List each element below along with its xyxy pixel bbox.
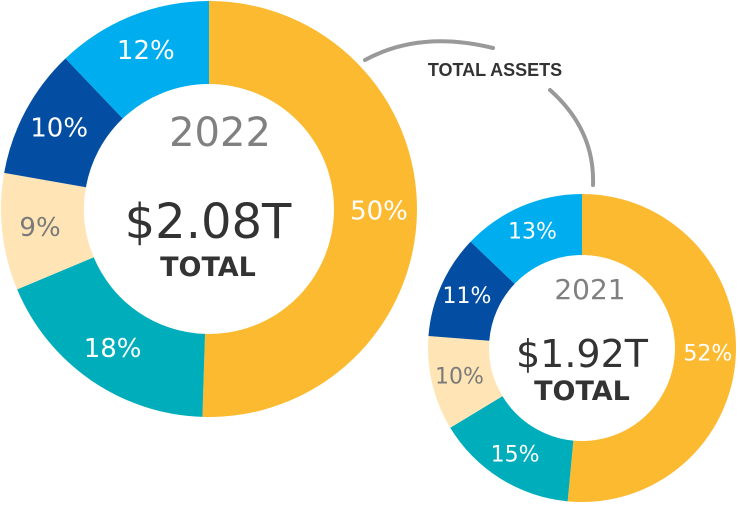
donut-2022-slice-2	[0, 172, 94, 290]
donut-2022-total-label: TOTAL	[160, 252, 256, 283]
donut-2022: 50% 18% 9% 10% 12%	[0, 1, 417, 417]
donut-2021-slice-4	[470, 194, 582, 284]
donut-2021-slice-label-2: 10%	[435, 365, 484, 390]
donut-2021-year: 2021	[554, 273, 625, 306]
donut-2022-amount: $2.08T	[125, 194, 292, 250]
donut-2022-slice-label-3: 10%	[30, 114, 88, 144]
donut-2022-slice-4	[65, 1, 209, 119]
donut-2022-slice-label-1: 18%	[84, 334, 142, 364]
donut-2021-slice-0	[567, 194, 737, 502]
callout-label: TOTAL ASSETS	[428, 60, 562, 80]
callout-connector	[363, 39, 596, 187]
donut-2021-slice-2	[428, 336, 503, 428]
donut-2021-slice-1	[450, 396, 574, 502]
donut-2021-slice-label-0: 52%	[683, 341, 732, 366]
donut-2021-slice-3	[428, 241, 515, 341]
donut-2022-year: 2022	[169, 110, 271, 156]
donut-2021-slice-label-4: 13%	[508, 220, 557, 245]
donut-2021: 52% 15% 10% 11% 13%	[428, 194, 737, 502]
donut-2022-slice-0	[202, 1, 417, 417]
donut-2021-total-label: TOTAL	[534, 376, 630, 407]
donut-2022-slice-label-0: 50%	[350, 197, 408, 227]
donut-2021-amount: $1.92T	[516, 332, 649, 376]
donut-2022-slice-label-4: 12%	[117, 36, 175, 66]
donut-2021-slice-label-3: 11%	[442, 284, 491, 309]
donut-2022-slice-3	[4, 58, 123, 188]
donut-2022-slice-1	[17, 257, 206, 417]
donut-2021-slice-label-1: 15%	[491, 442, 540, 467]
donut-2022-slice-label-2: 9%	[19, 213, 60, 243]
